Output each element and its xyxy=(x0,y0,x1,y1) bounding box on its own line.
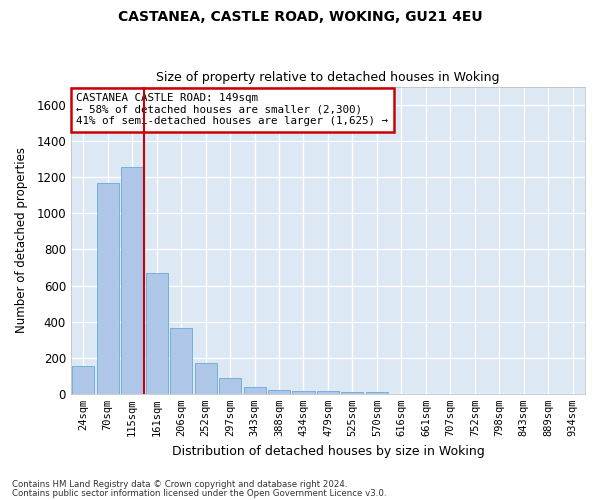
Bar xyxy=(146,273,167,394)
Bar xyxy=(194,363,217,394)
Bar xyxy=(244,387,266,394)
Bar xyxy=(97,182,119,394)
Y-axis label: Number of detached properties: Number of detached properties xyxy=(15,148,28,334)
Bar xyxy=(219,378,241,394)
Bar xyxy=(170,328,192,394)
Bar xyxy=(268,390,290,394)
Bar xyxy=(317,390,339,394)
Bar xyxy=(292,390,314,394)
Title: Size of property relative to detached houses in Woking: Size of property relative to detached ho… xyxy=(156,72,500,85)
Bar xyxy=(341,392,364,394)
Bar xyxy=(121,168,143,394)
Text: Contains HM Land Registry data © Crown copyright and database right 2024.: Contains HM Land Registry data © Crown c… xyxy=(12,480,347,489)
Text: Contains public sector information licensed under the Open Government Licence v3: Contains public sector information licen… xyxy=(12,488,386,498)
X-axis label: Distribution of detached houses by size in Woking: Distribution of detached houses by size … xyxy=(172,444,484,458)
Text: CASTANEA, CASTLE ROAD, WOKING, GU21 4EU: CASTANEA, CASTLE ROAD, WOKING, GU21 4EU xyxy=(118,10,482,24)
Bar xyxy=(366,392,388,394)
Text: CASTANEA CASTLE ROAD: 149sqm
← 58% of detached houses are smaller (2,300)
41% of: CASTANEA CASTLE ROAD: 149sqm ← 58% of de… xyxy=(76,93,388,126)
Bar xyxy=(72,366,94,394)
